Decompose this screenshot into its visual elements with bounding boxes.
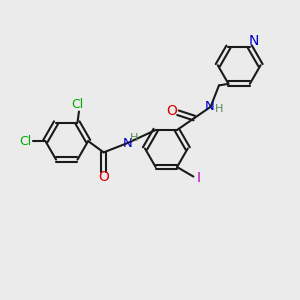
Text: O: O	[98, 170, 109, 184]
Text: H: H	[215, 104, 223, 114]
Text: O: O	[166, 104, 177, 118]
Text: N: N	[122, 137, 132, 150]
Text: Cl: Cl	[71, 98, 84, 111]
Text: N: N	[205, 100, 215, 113]
Text: H: H	[130, 133, 139, 142]
Text: Cl: Cl	[19, 135, 31, 148]
Text: N: N	[248, 34, 259, 48]
Text: I: I	[197, 171, 201, 185]
